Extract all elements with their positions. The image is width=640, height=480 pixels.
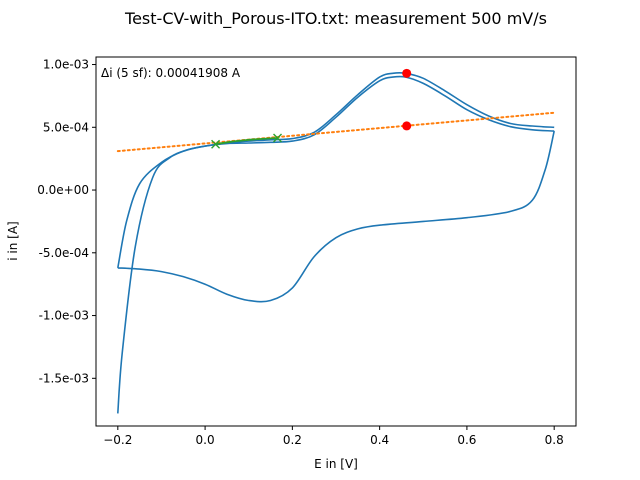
plot-area [116,68,556,414]
y-tick-label: 5.0e-04 [43,120,89,134]
axes-frame [95,56,577,427]
baseline-line [116,111,556,153]
tick-group: −0.2 0.0 0.2 0.4 0.6 0.8 1.0e-03 5.0e-04 0.0e+00… [37,58,564,447]
peak-point-2 [402,121,412,131]
peak-point-1 [402,68,412,78]
y-tick-label: 0.0e+00 [37,183,89,197]
x-tick-label: 0.0 [196,433,215,447]
y-tick-label: -1.5e-03 [39,371,89,385]
fit-point-marker-1 [211,139,221,149]
fit-segment-line [215,137,278,146]
x-tick-label: 0.6 [457,433,476,447]
y-tick-label: 1.0e-03 [43,58,89,72]
delta-i-annotation: Δi (5 sf): 0.00041908 A [101,66,241,80]
y-tick-label: -5.0e-04 [39,246,89,260]
x-tick-label: 0.2 [283,433,302,447]
x-axis-label: E in [V] [314,457,358,471]
x-tick-label: 0.8 [545,433,564,447]
cv-trace-2 [117,130,555,303]
y-axis-label: i in [A] [6,221,20,260]
fit-point-marker-2 [273,133,283,143]
x-tick-label: 0.4 [370,433,389,447]
cv-trace-3 [117,71,555,269]
chart-title: Test-CV-with_Porous-ITO.txt: measurement… [124,9,547,29]
x-tick-label: −0.2 [103,433,132,447]
cv-trace-1 [117,75,555,414]
y-tick-label: -1.0e-03 [39,309,89,323]
